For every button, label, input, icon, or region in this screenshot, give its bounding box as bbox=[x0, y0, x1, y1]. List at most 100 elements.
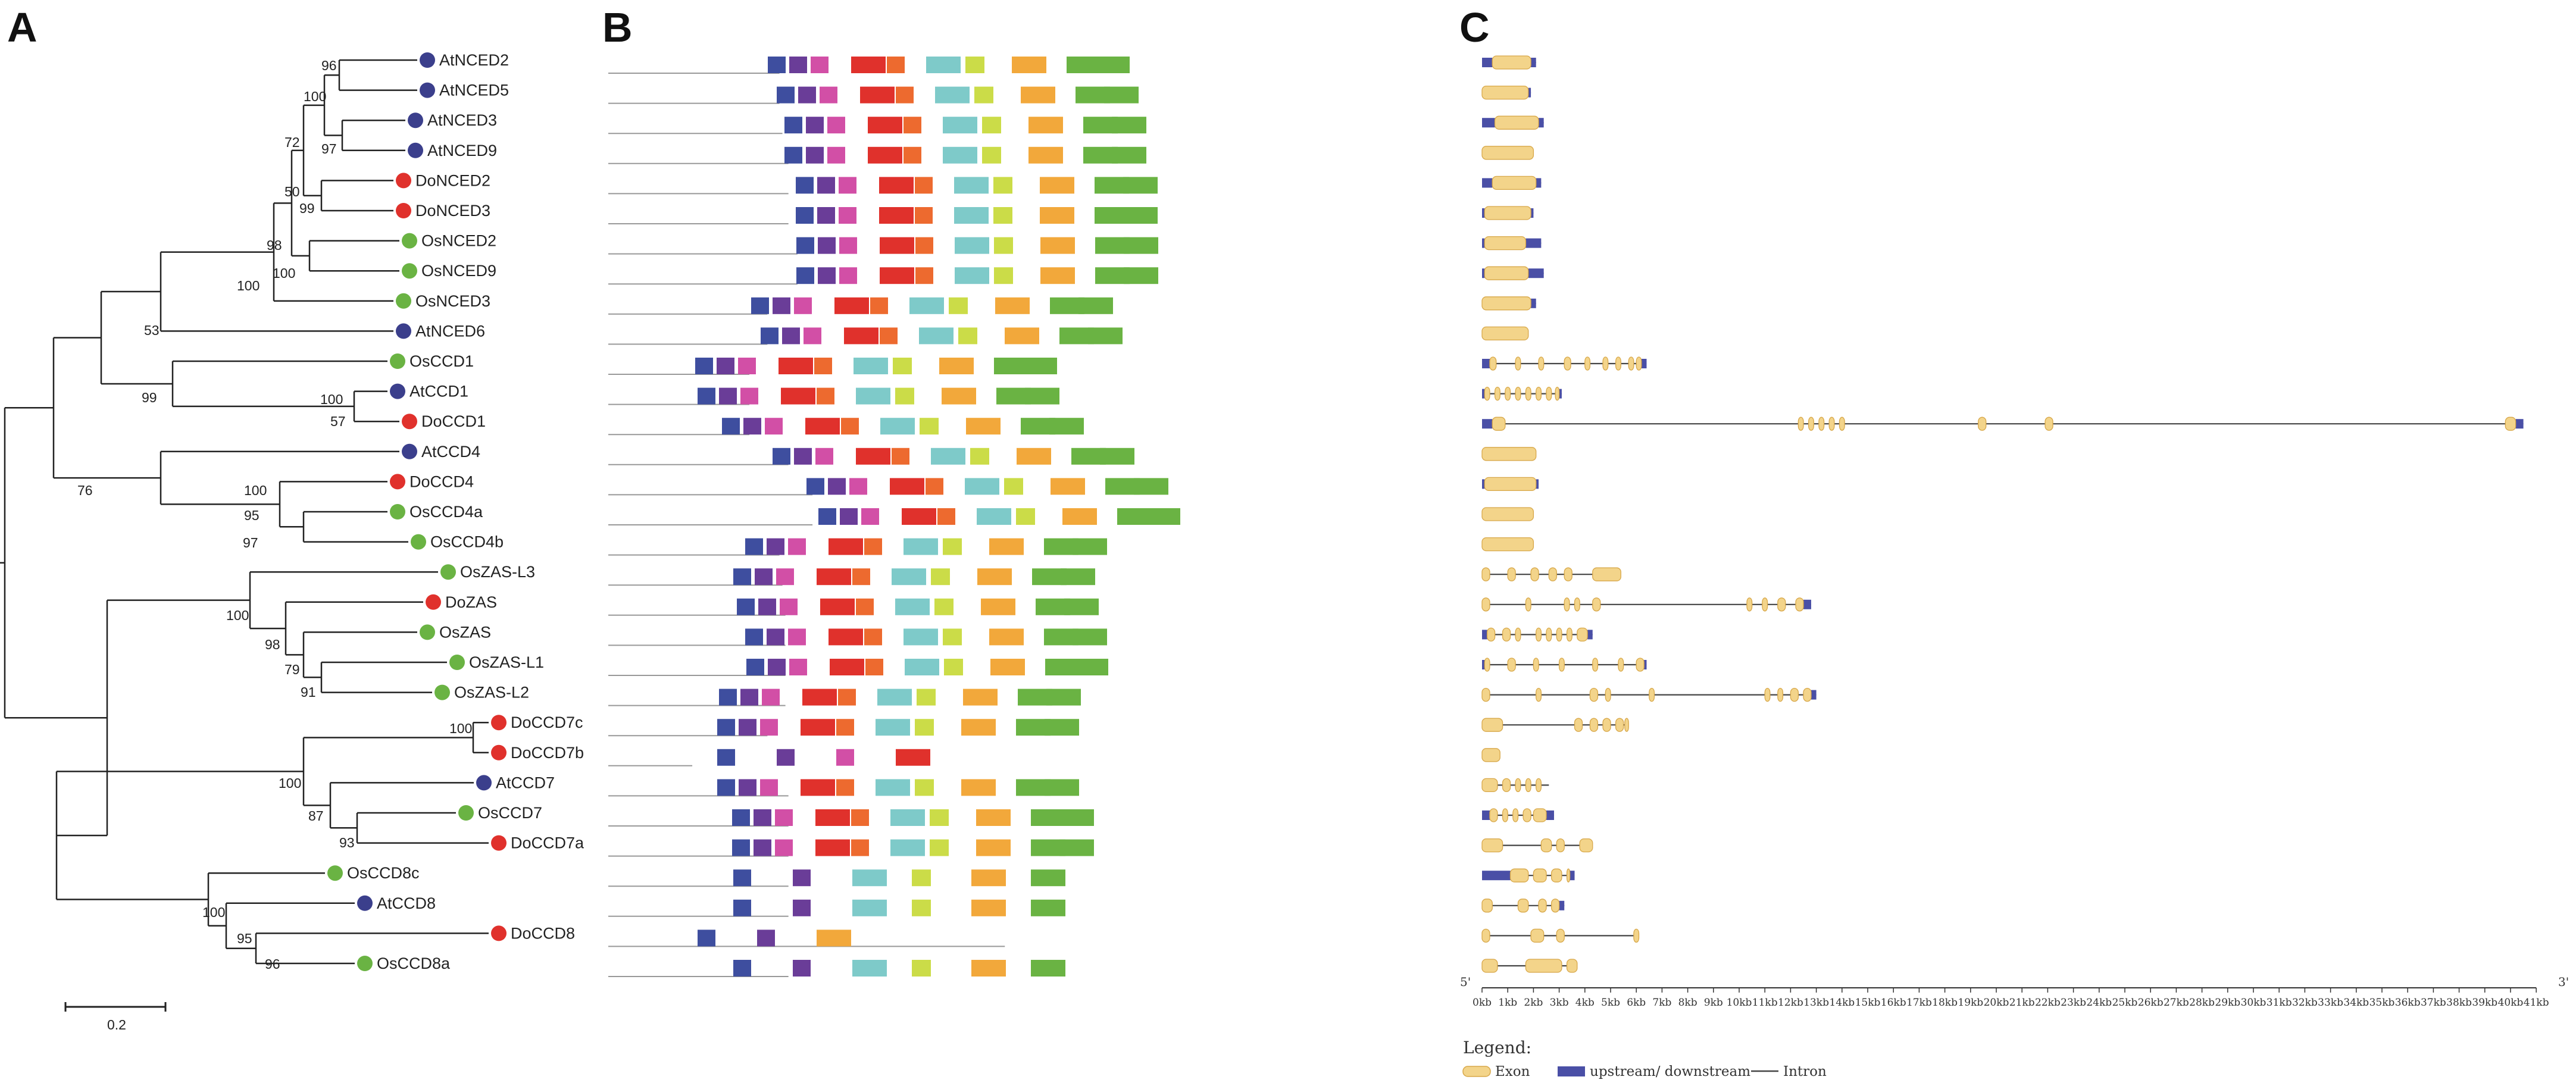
motif-8-box bbox=[1051, 478, 1085, 495]
exon-block bbox=[1556, 627, 1562, 642]
taxon-dot bbox=[476, 775, 492, 791]
motif-5-box bbox=[851, 839, 869, 856]
motif-7-box bbox=[931, 568, 950, 586]
motif-2-box bbox=[789, 57, 807, 73]
exon-block bbox=[1558, 658, 1565, 672]
utr-3prime bbox=[1528, 268, 1544, 278]
motif-4-box bbox=[880, 237, 914, 254]
motif-9-box bbox=[1112, 146, 1146, 164]
motif-8-box bbox=[939, 358, 974, 374]
kb-axis-tick-label: 9kb bbox=[1704, 997, 1723, 1009]
gene-model bbox=[1481, 507, 1534, 521]
utr-3prime bbox=[1531, 58, 1536, 67]
kb-axis-tick-label: 34kb bbox=[2343, 997, 2369, 1009]
bootstrap-value: 100 bbox=[202, 905, 225, 920]
motif-7-box bbox=[893, 358, 912, 374]
exon-block bbox=[1803, 687, 1812, 702]
motif-3-box bbox=[789, 659, 807, 675]
kb-axis-tick-label: 19kb bbox=[1958, 997, 1983, 1009]
motif-9-box bbox=[1031, 960, 1065, 977]
motif-3-box bbox=[804, 327, 821, 345]
gene-model bbox=[1482, 477, 1539, 492]
gene-model bbox=[1482, 386, 1562, 401]
motif-8-box bbox=[1040, 237, 1075, 254]
kb-axis-tick-label: 8kb bbox=[1678, 997, 1697, 1009]
taxon-dot bbox=[411, 534, 426, 550]
gene-model bbox=[1481, 899, 1565, 913]
taxon-label: DoCCD8 bbox=[511, 924, 575, 942]
motif-1-box bbox=[717, 719, 735, 736]
motif-5-box bbox=[864, 628, 882, 646]
taxon-dot bbox=[440, 564, 456, 580]
utr-3prime bbox=[1528, 87, 1531, 98]
motif-2-box bbox=[806, 146, 824, 164]
motif-3-box bbox=[839, 207, 856, 224]
axis-5prime-label: 5' bbox=[1460, 975, 1471, 989]
motif-3-box bbox=[815, 447, 833, 465]
taxon-dot bbox=[402, 263, 417, 279]
motif-6-box bbox=[852, 869, 887, 887]
motif-9-box bbox=[1025, 387, 1059, 405]
motif-7-box bbox=[912, 899, 931, 916]
exon-block bbox=[1577, 627, 1588, 642]
exon-block bbox=[1525, 386, 1531, 401]
exon-block bbox=[1484, 266, 1529, 280]
motif-7-box bbox=[1016, 508, 1035, 525]
panel-a-label: A bbox=[7, 4, 37, 51]
exon-block bbox=[1484, 206, 1531, 220]
exon-block bbox=[1481, 85, 1529, 100]
exon-block bbox=[1636, 356, 1642, 371]
motif-2-box bbox=[739, 719, 756, 736]
motif-row bbox=[608, 387, 1059, 405]
motif-row bbox=[608, 598, 1099, 616]
exon-block bbox=[1515, 386, 1521, 401]
exon-block bbox=[1481, 687, 1490, 702]
motif-9-box bbox=[1095, 57, 1130, 73]
gene-model bbox=[1481, 778, 1549, 793]
taxon-label: DoZAS bbox=[445, 593, 497, 611]
exon-block bbox=[1481, 447, 1537, 461]
gene-model bbox=[1481, 567, 1621, 581]
exon-block bbox=[1818, 417, 1825, 431]
motif-1-box bbox=[777, 86, 795, 104]
motif-8-box bbox=[990, 659, 1025, 675]
motif-8-box bbox=[942, 387, 976, 405]
motif-7-box bbox=[930, 809, 949, 826]
taxon-dot bbox=[420, 82, 435, 98]
motif-5-box bbox=[926, 478, 943, 495]
motif-row bbox=[608, 869, 1065, 887]
motif-2-box bbox=[806, 117, 824, 134]
motif-3-box bbox=[820, 86, 837, 104]
exon-block bbox=[1602, 718, 1611, 732]
taxon-label: OsNCED9 bbox=[421, 262, 496, 280]
exon-block bbox=[1624, 718, 1629, 732]
motif-2-box bbox=[743, 418, 761, 435]
motif-9-box bbox=[1112, 117, 1146, 134]
motif-7-box bbox=[934, 598, 954, 615]
kb-axis-tick-label: 37kb bbox=[2421, 997, 2446, 1009]
exon-block bbox=[1795, 597, 1804, 612]
utr-5prime bbox=[1482, 389, 1485, 399]
exon-block bbox=[1546, 386, 1552, 401]
exon-block bbox=[1525, 959, 1562, 973]
exon-block bbox=[1777, 687, 1784, 702]
exon-block bbox=[1764, 687, 1771, 702]
motif-row bbox=[608, 568, 1095, 586]
exon-block bbox=[1536, 687, 1542, 702]
motif-3-box bbox=[861, 508, 879, 525]
motif-9-box bbox=[1023, 358, 1057, 374]
motif-4-box bbox=[817, 568, 851, 586]
motif-4-box bbox=[820, 598, 855, 615]
motif-3-box bbox=[760, 779, 778, 796]
motif-7-box bbox=[970, 447, 989, 465]
motif-2-box bbox=[739, 779, 756, 796]
kb-axis-tick-label: 41kb bbox=[2524, 997, 2549, 1009]
bootstrap-value: 53 bbox=[144, 323, 160, 338]
bootstrap-value: 87 bbox=[308, 808, 324, 824]
motif-4-box bbox=[890, 478, 924, 495]
motif-4-box bbox=[851, 57, 886, 73]
motif-4-box bbox=[829, 628, 863, 646]
motif-2-box bbox=[768, 659, 786, 675]
motif-9-box bbox=[1073, 538, 1107, 555]
exon-block bbox=[1484, 386, 1490, 401]
